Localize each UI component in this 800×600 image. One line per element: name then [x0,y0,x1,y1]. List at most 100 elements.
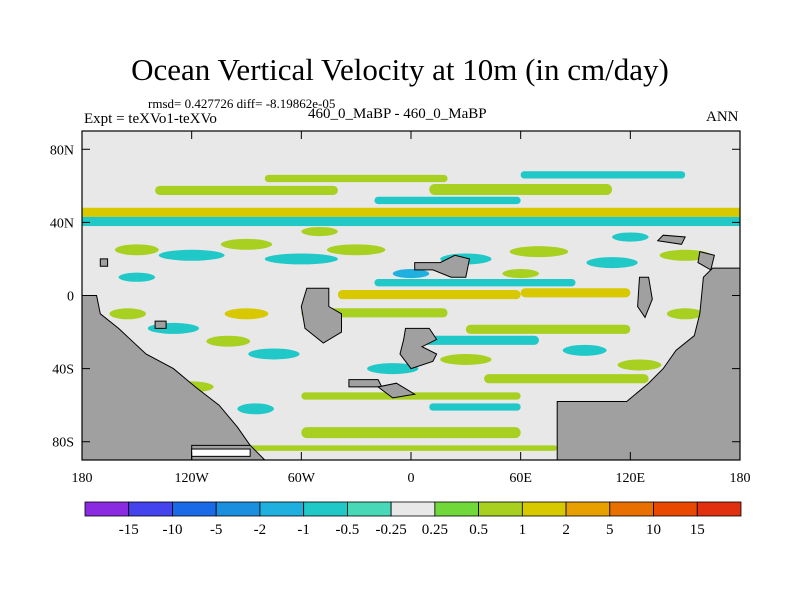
field-band-45S [484,374,649,384]
field-blob-4 [326,244,386,256]
colorbar-swatch [172,501,217,517]
map-axes: 180 120W 60W 0 60E 120E 180 80N 40N 0 40S 80S [50,130,751,486]
land-island-a [300,287,342,344]
map-area [81,131,741,461]
field-blob-16 [237,403,274,415]
field-blob-17 [118,272,156,282]
field-blob-3 [264,253,338,265]
colorbar-swatch [84,501,130,517]
y-tick-label: 80S [52,436,74,451]
y-tick-label: 0 [67,290,74,305]
field-blob-18 [666,308,704,320]
colorbar-label: -0.25 [376,522,407,538]
field-blob-9 [109,308,146,320]
field-band-62S [429,403,521,411]
field-blob-12 [248,348,300,360]
field-blob-0 [114,244,159,256]
comparison-label: 460_0_MaBP - 460_0_MaBP [308,106,487,122]
land-island-b [399,327,438,370]
colorbar-swatch [521,501,567,517]
field-blob-2 [220,238,273,250]
land-island-h [697,250,716,271]
colorbar-label: 0.25 [422,522,448,538]
land-island-g [656,234,686,245]
colorbar-swatch [390,501,436,517]
x-tick-label: 60W [288,471,316,486]
x-tick-label: 180 [72,471,93,486]
colorbar-swatch [128,501,173,517]
colorbar-swatch [478,501,523,517]
x-tick-label: 60E [509,471,532,486]
colorbar-label: -5 [210,522,223,538]
colorbar-label: -10 [162,522,182,538]
field-band-58N-a [155,185,338,195]
field-band-58N-b [429,184,613,195]
field-band-75S [301,427,521,439]
colorbar-label: 5 [606,522,614,538]
colorbar-swatch [609,501,654,517]
field-blob-23 [502,268,539,279]
land-island-j [99,258,109,267]
field-blob-22 [392,268,430,279]
colorbar-swatch [565,501,611,517]
colorbar-label: 15 [690,522,705,538]
colorbar-swatch [303,501,348,517]
field-band-20S [465,324,631,334]
field-band-0-b [520,288,631,298]
field-blob-25 [612,232,649,242]
field-blob-14 [617,359,662,371]
experiment-label: Expt = teXVo1-teXVo [84,111,217,127]
field-band-55S [301,392,521,400]
stats-text: rmsd= 0.427726 diff= -8.19862e-05 [148,96,336,111]
colorbar-label: -0.5 [336,522,360,538]
field-blob-11 [206,335,251,347]
colorbar-swatch [215,501,261,517]
field-blob-20 [367,363,419,375]
field-blob-8 [659,249,711,261]
field-band-67N [520,171,686,179]
field-blob-19 [440,353,492,365]
field-band-52N [374,196,521,205]
field-blob-24 [301,226,338,237]
x-tick-label: 120E [616,471,646,486]
field-blob-7 [586,257,638,269]
land-ice-strip [191,448,251,457]
colorbar-swatch [653,501,698,517]
field-band-5N [374,279,576,287]
y-tick-label: 40S [52,363,74,378]
chart-title: Ocean Vertical Velocity at 10m (in cm/da… [131,52,669,87]
colorbar-label: 0.5 [469,522,488,538]
colorbar-label: -1 [297,522,310,538]
x-tick-label: 120W [175,471,210,486]
field-band-40N [82,216,740,227]
y-tick-label: 80N [50,143,74,158]
field-band-45N [82,207,740,217]
colorbar-swatch [434,501,480,517]
field-band-82S [228,445,558,451]
colorbar-swatch [346,501,392,517]
field-blob-13 [562,344,607,356]
field-blob-1 [158,249,225,261]
colorbar-label: 1 [519,522,527,538]
x-tick-label: 180 [730,471,751,486]
colorbar-swatch [696,501,742,517]
field-blob-6 [509,246,569,258]
season-label: ANN [706,109,739,125]
colorbar-label: -15 [119,522,139,538]
colorbar-label: -2 [254,522,267,538]
land-island-i [154,320,167,329]
field-blob-21 [224,308,269,320]
land-island-c [414,254,471,278]
colorbar-label: 2 [562,522,570,538]
x-tick-label: 0 [408,471,415,486]
y-tick-label: 40N [50,216,74,231]
land-island-d [348,379,383,388]
field-band-65N [264,174,448,183]
field-band-25S [411,335,539,345]
colorbar: -15 -10 -5 -2 -1 -0.5 -0.25 0.25 0.5 1 2 5 10 15 [84,501,742,538]
land-island-e [376,382,417,399]
colorbar-label: 10 [646,522,661,538]
land-island-f [637,276,653,319]
field-band-0-a [337,290,521,300]
